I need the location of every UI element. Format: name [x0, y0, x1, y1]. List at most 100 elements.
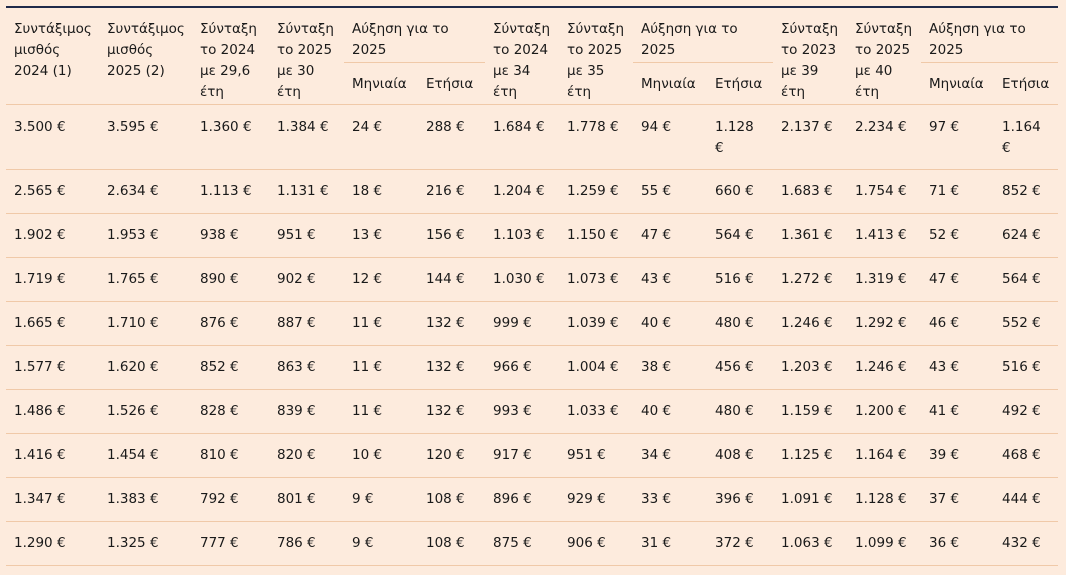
table-cell: 40 € — [641, 403, 672, 419]
table-cell: 144 € — [426, 271, 465, 287]
table-cell: 456 € — [715, 359, 754, 375]
table-cell: 1.004 € — [567, 359, 619, 375]
table-row: 1.902 € 1.953 € 938 € 951 € 13 € 156 € 1.103 €… — [6, 213, 1059, 258]
table-cell: 31 € — [641, 535, 672, 551]
table-cell: 55 € — [641, 183, 672, 199]
table-cell: 1.347 € — [14, 491, 66, 507]
table-cell: 408 € — [715, 447, 754, 463]
table-cell: 1.665 € — [14, 315, 66, 331]
col-header-monthly-1: Μηνιαία — [352, 76, 407, 92]
table-header: Συντάξιμος μισθός 2024 (1) Συντάξιμος μι… — [6, 8, 1059, 105]
table-cell: 792 € — [200, 491, 239, 507]
table-cell: 1.778 € — [567, 119, 619, 135]
table-cell: 1.416 € — [14, 447, 66, 463]
table-row: 1.719 € 1.765 € 890 € 902 € 12 € 144 € 1.030 €… — [6, 257, 1059, 302]
table-cell: 1.204 € — [493, 183, 545, 199]
table-cell: 1.039 € — [567, 315, 619, 331]
table-cell: 18 € — [352, 183, 383, 199]
table-cell: 820 € — [277, 447, 316, 463]
table-cell: 1.246 € — [855, 359, 907, 375]
table-cell: 132 € — [426, 359, 465, 375]
table-cell: 1.150 € — [567, 227, 619, 243]
table-cell: 480 € — [715, 315, 754, 331]
table-top-rule — [6, 6, 1058, 8]
table-cell: 108 € — [426, 491, 465, 507]
table-row: 3.500 € 3.595 € 1.360 € 1.384 € 24 € 288 € 1.6… — [6, 104, 1059, 170]
col-header-pension-2025-40: Σύνταξη το 2025 με 40 έτη — [855, 21, 913, 100]
table-cell: 999 € — [493, 315, 532, 331]
table-cell: 1.200 € — [855, 403, 907, 419]
col-header-annual-1: Ετήσια — [426, 76, 474, 92]
table-cell: 372 € — [715, 535, 754, 551]
table-cell: 1.413 € — [855, 227, 907, 243]
table-cell: 839 € — [277, 403, 316, 419]
table-cell: 9 € — [352, 491, 374, 507]
table-cell: 938 € — [200, 227, 239, 243]
table-cell: 1.128 € — [715, 119, 754, 156]
table-cell: 906 € — [567, 535, 606, 551]
table-cell: 852 € — [1002, 183, 1041, 199]
group-header-increase-2: Αύξηση για το 2025 — [633, 8, 774, 63]
table-cell: 1.902 € — [14, 227, 66, 243]
table-cell: 132 € — [426, 403, 465, 419]
table-row: 1.290 € 1.325 € 777 € 786 € 9 € 108 € 875 € 906… — [6, 521, 1059, 566]
table-cell: 1.203 € — [781, 359, 833, 375]
table-cell: 810 € — [200, 447, 239, 463]
table-cell: 43 € — [641, 271, 672, 287]
table-cell: 2.234 € — [855, 119, 907, 135]
col-header-pension-2025-30: Σύνταξη το 2025 με 30 έτη — [277, 21, 334, 100]
table-row: 1.416 € 1.454 € 810 € 820 € 10 € 120 € 917 € 95… — [6, 433, 1059, 478]
table-cell: 1.131 € — [277, 183, 329, 199]
table-cell: 1.125 € — [781, 447, 833, 463]
table-cell: 1.754 € — [855, 183, 907, 199]
table-cell: 876 € — [200, 315, 239, 331]
table-cell: 2.137 € — [781, 119, 833, 135]
col-header-annual-2: Ετήσια — [715, 76, 763, 92]
group-header-increase-1: Αύξηση για το 2025 — [344, 8, 486, 63]
table-cell: 11 € — [352, 315, 383, 331]
table-cell: 1.259 € — [567, 183, 619, 199]
table-cell: 132 € — [426, 315, 465, 331]
table-cell: 97 € — [929, 119, 960, 135]
table-cell: 9 € — [352, 535, 374, 551]
table-cell: 564 € — [1002, 271, 1041, 287]
table-cell: 552 € — [1002, 315, 1041, 331]
table-cell: 2.565 € — [14, 183, 66, 199]
table-cell: 94 € — [641, 119, 672, 135]
table-cell: 1.577 € — [14, 359, 66, 375]
table-cell: 24 € — [352, 119, 383, 135]
table-cell: 444 € — [1002, 491, 1041, 507]
table-cell: 12 € — [352, 271, 383, 287]
table-cell: 1.719 € — [14, 271, 66, 287]
table-cell: 1.272 € — [781, 271, 833, 287]
table-row: 1.347 € 1.383 € 792 € 801 € 9 € 108 € 896 € 929… — [6, 477, 1059, 522]
table-cell: 660 € — [715, 183, 754, 199]
table-cell: 1.683 € — [781, 183, 833, 199]
table-row: 1.577 € 1.620 € 852 € 863 € 11 € 132 € 966 € 1.… — [6, 345, 1059, 390]
col-header-pension-2024-34: Σύνταξη το 2024 με 34 έτη — [493, 21, 551, 100]
table-cell: 1.164 € — [1002, 119, 1041, 156]
table-cell: 3.595 € — [107, 119, 159, 135]
table-cell: 993 € — [493, 403, 532, 419]
table-cell: 1.953 € — [107, 227, 159, 243]
table-cell: 1.290 € — [14, 535, 66, 551]
table-cell: 1.128 € — [855, 491, 907, 507]
table-cell: 902 € — [277, 271, 316, 287]
table-cell: 41 € — [929, 403, 960, 419]
table-cell: 34 € — [641, 447, 672, 463]
table-cell: 1.384 € — [277, 119, 329, 135]
table-cell: 1.292 € — [855, 315, 907, 331]
table-cell: 1.033 € — [567, 403, 619, 419]
table-cell: 786 € — [277, 535, 316, 551]
table-cell: 13 € — [352, 227, 383, 243]
table-cell: 852 € — [200, 359, 239, 375]
table-cell: 36 € — [929, 535, 960, 551]
table-cell: 52 € — [929, 227, 960, 243]
table-cell: 1.319 € — [855, 271, 907, 287]
table-cell: 890 € — [200, 271, 239, 287]
table-cell: 3.500 € — [14, 119, 66, 135]
table-cell: 1.073 € — [567, 271, 619, 287]
table-cell: 624 € — [1002, 227, 1041, 243]
table-cell: 917 € — [493, 447, 532, 463]
table-cell: 1.113 € — [200, 183, 252, 199]
